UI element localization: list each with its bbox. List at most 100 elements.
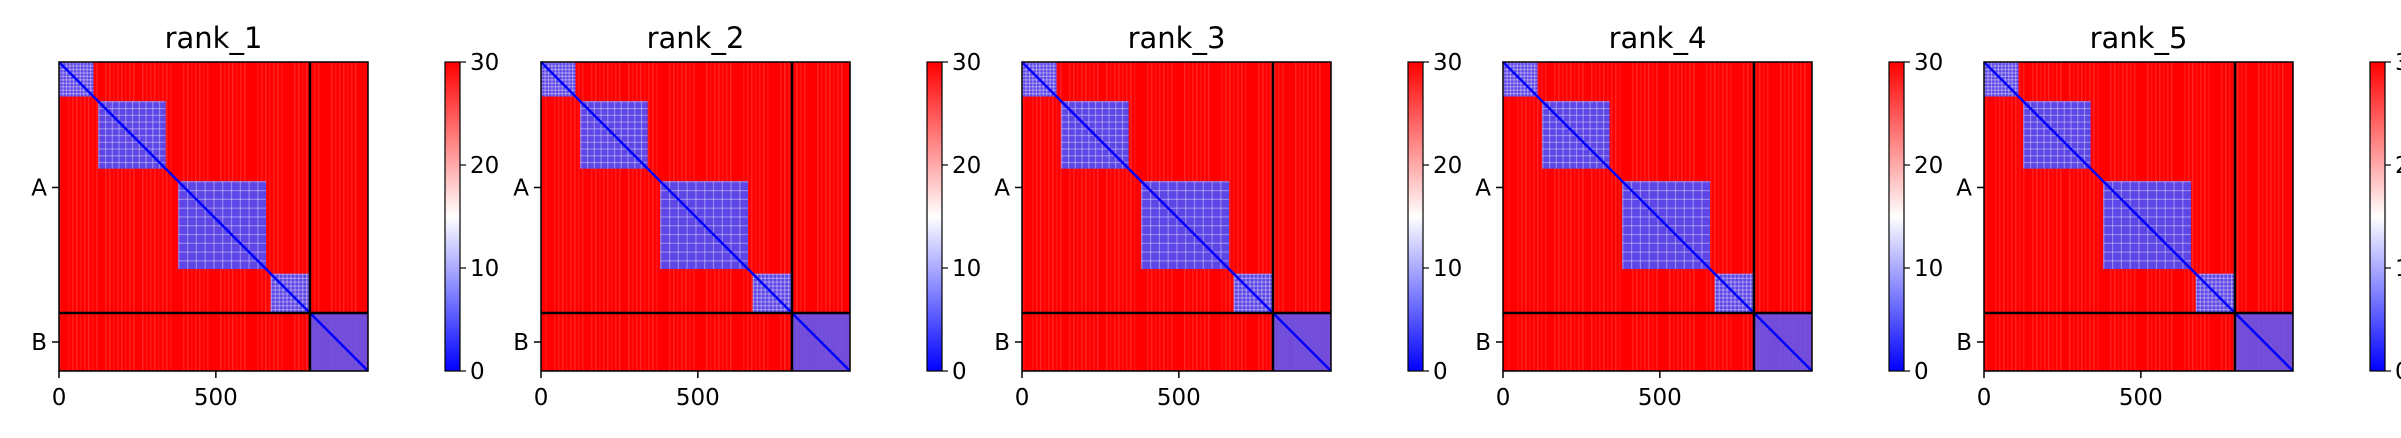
y-tick-label: B: [1475, 330, 1491, 356]
domain-block-texture: [660, 260, 749, 262]
heatmap-texture: [1307, 62, 1309, 371]
domain-block-texture: [145, 101, 147, 169]
domain-block-texture: [98, 148, 166, 150]
heatmap-texture: [2282, 62, 2284, 371]
domain-block-texture: [580, 128, 648, 130]
colorbar-frame: [1888, 61, 1905, 372]
domain-block-texture: [752, 281, 792, 283]
domain-block-texture: [2138, 181, 2140, 270]
domain-block-texture: [1503, 89, 1538, 91]
domain-block-texture: [1141, 233, 1230, 236]
domain-block-texture: [580, 101, 582, 169]
domain-block-texture: [1530, 62, 1532, 97]
domain-block-texture: [59, 93, 94, 95]
heatmap-texture: [109, 62, 111, 371]
domain-block-texture: [1506, 62, 1508, 97]
heatmap-texture: [2274, 62, 2276, 371]
heatmap-texture: [1599, 62, 1601, 371]
heatmap-texture: [72, 62, 74, 371]
heatmap-texture: [1710, 62, 1712, 371]
heatmap-texture: [1558, 62, 1560, 371]
panel-title: rank_4: [1609, 21, 1707, 55]
domain-block-texture: [2199, 273, 2201, 313]
domain-block-texture: [1596, 101, 1598, 169]
domain-block-texture: [2103, 198, 2192, 200]
domain-block-texture: [2129, 181, 2131, 270]
domain-block-texture: [62, 62, 64, 97]
heatmap-texture: [339, 62, 341, 371]
heatmap-texture: [1566, 62, 1568, 371]
domain-block-texture: [2011, 62, 2013, 97]
heatmap-texture: [80, 62, 82, 371]
domain-block-texture: [2077, 101, 2079, 169]
heatmap-texture: [578, 62, 580, 371]
heatmap-texture: [150, 62, 152, 371]
heatmap-texture: [355, 62, 357, 371]
heatmap-texture: [2093, 62, 2095, 371]
heatmap-texture: [2056, 62, 2058, 371]
domain-block-texture: [1032, 62, 1034, 97]
heatmap-texture: [603, 62, 605, 371]
colorbar-tick-label: 20: [470, 153, 499, 179]
heatmap-texture: [2225, 62, 2227, 371]
domain-block-texture: [2195, 301, 2235, 303]
colorbar: [445, 62, 460, 371]
heatmap-texture: [306, 62, 308, 371]
domain-block-texture: [98, 155, 166, 157]
domain-block-texture: [98, 101, 100, 169]
domain-block-texture: [1061, 121, 1129, 123]
heatmap-texture: [2278, 62, 2280, 371]
domain-block-texture: [2155, 181, 2158, 270]
heatmap-texture: [784, 62, 786, 371]
domain-block-texture: [2195, 281, 2235, 283]
pae-panel: rank_5 0 500 A B 0 10 20 30: [1956, 21, 2401, 411]
domain-block-texture: [2023, 155, 2091, 157]
y-tick-label: A: [513, 175, 529, 201]
heatmap-texture: [1780, 62, 1782, 371]
heatmap-texture: [1114, 62, 1116, 371]
plot-frame: [1021, 61, 1332, 372]
domain-block-texture: [1241, 273, 1243, 313]
heatmap-texture: [2036, 62, 2038, 371]
domain-block-texture: [1714, 301, 1754, 303]
domain-block-texture: [1233, 285, 1273, 287]
domain-block-texture: [660, 251, 749, 253]
domain-block-texture: [286, 273, 288, 313]
domain-block-texture: [59, 89, 94, 91]
heatmap-texture: [113, 62, 115, 371]
domain-block-texture: [541, 68, 576, 71]
heatmap-texture: [1999, 62, 2001, 371]
heatmap-texture: [1751, 62, 1753, 371]
domain-block-texture: [138, 101, 140, 169]
heatmap-texture: [2048, 62, 2050, 371]
domain-block-texture: [2195, 305, 2235, 307]
heatmap-texture: [796, 62, 798, 371]
domain-block-texture: [1167, 181, 1169, 270]
domain-block-texture: [1683, 181, 1685, 270]
domain-block-texture: [2103, 251, 2192, 253]
domain-block-texture: [2195, 309, 2235, 311]
heatmap-texture: [2052, 62, 2054, 371]
domain-block-texture: [1245, 273, 1247, 313]
domain-block-texture: [98, 101, 166, 103]
domain-block-texture: [178, 198, 267, 200]
domain-block-texture: [1738, 273, 1740, 313]
domain-block-texture: [230, 181, 233, 270]
heatmap-texture: [1093, 62, 1095, 371]
domain-block-texture: [1158, 181, 1160, 270]
domain-block-texture: [1714, 289, 1754, 291]
heatmap-texture: [68, 62, 70, 371]
heatmap-texture: [1274, 62, 1276, 371]
heatmap-texture: [1755, 62, 1757, 371]
heatmap-texture: [117, 62, 119, 371]
domain-block-texture: [59, 86, 94, 88]
domain-block-texture: [752, 305, 792, 307]
heatmap-texture: [269, 62, 271, 371]
domain-block-texture: [59, 68, 94, 71]
heatmap-texture: [632, 62, 634, 371]
domain-block-texture: [752, 285, 792, 287]
domain-block-texture: [1088, 101, 1090, 169]
domain-block-texture: [270, 305, 310, 307]
heatmap-texture: [1048, 62, 1050, 371]
